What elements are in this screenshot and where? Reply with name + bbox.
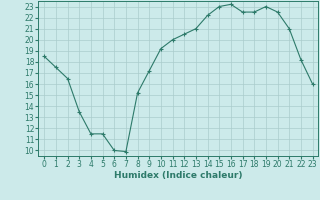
X-axis label: Humidex (Indice chaleur): Humidex (Indice chaleur) (114, 171, 243, 180)
